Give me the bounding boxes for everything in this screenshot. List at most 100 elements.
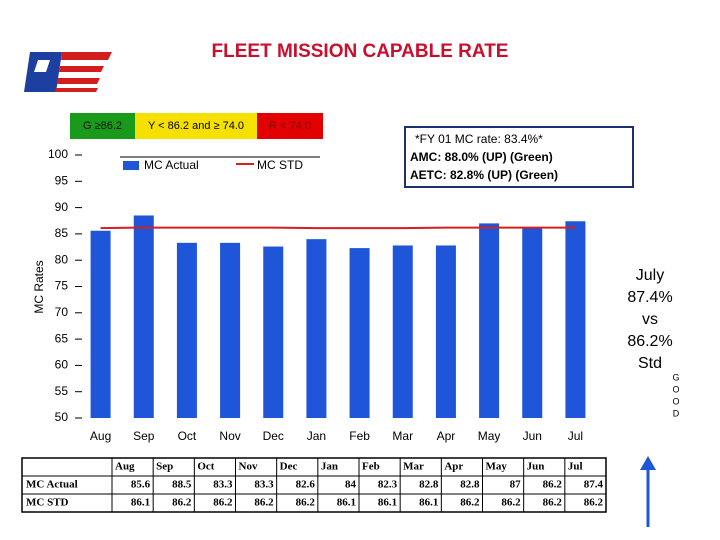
- y-tick-label: 50: [55, 410, 69, 424]
- status-band-label: R < 74.0: [269, 120, 311, 132]
- y-tick-label: 60: [55, 358, 69, 372]
- y-tick-label: 70: [55, 305, 69, 319]
- callout-line: July: [636, 267, 664, 284]
- table-header: Feb: [362, 461, 380, 473]
- y-tick-label: 90: [55, 200, 69, 214]
- table-header: Jun: [527, 461, 545, 473]
- x-tick-label: May: [478, 429, 501, 443]
- y-tick-label: 85: [55, 226, 69, 240]
- x-tick-label: Jul: [568, 429, 583, 443]
- table-cell: 86.1: [419, 497, 438, 509]
- good-arrowhead: [640, 456, 656, 470]
- x-tick-label: Oct: [178, 429, 197, 443]
- table-cell: 83.3: [213, 479, 233, 491]
- y-tick-label: 55: [55, 384, 69, 398]
- table-cell: 82.8: [460, 479, 480, 491]
- logo: [24, 52, 112, 92]
- y-tick-label: 80: [55, 252, 69, 266]
- table-cell: 83.3: [254, 479, 274, 491]
- table-cell: 84: [345, 479, 357, 491]
- bar: [435, 245, 456, 418]
- bar: [479, 223, 500, 418]
- x-tick-label: Feb: [349, 429, 370, 443]
- table-cell: 86.2: [296, 497, 316, 509]
- y-tick-label: 65: [55, 331, 69, 345]
- x-tick-label: Mar: [392, 429, 413, 443]
- good-letter: D: [673, 408, 680, 418]
- bar: [522, 227, 543, 418]
- table-cell: 86.2: [254, 497, 274, 509]
- std-line: [100, 226, 576, 230]
- bar: [349, 248, 370, 418]
- table-cell: 88.5: [172, 479, 192, 491]
- table-cell: 86.1: [131, 497, 150, 509]
- table-cell: 87.4: [584, 479, 604, 491]
- good-letter: O: [672, 384, 679, 394]
- table-cell: 86.1: [378, 497, 397, 509]
- callout-box: [608, 262, 688, 375]
- x-tick-label: Jan: [307, 429, 326, 443]
- status-band-label: Y < 86.2 and ≥ 74.0: [148, 120, 244, 132]
- bar: [90, 230, 111, 418]
- table-header: Jan: [321, 461, 338, 473]
- x-tick-label: Dec: [263, 429, 284, 443]
- table-header: Sep: [156, 461, 173, 473]
- chart-title: FLEET MISSION CAPABLE RATE: [212, 41, 509, 62]
- table-row-label: MC Actual: [26, 479, 78, 491]
- bar: [263, 246, 284, 418]
- bar: [220, 242, 241, 418]
- callout-line: 87.4%: [627, 289, 672, 306]
- table-header: Jul: [568, 461, 583, 473]
- table-header: Aug: [115, 461, 135, 473]
- table-header: Apr: [444, 461, 463, 473]
- note-line: AMC: 88.0% (UP) (Green): [410, 150, 553, 164]
- callout-line: vs: [642, 311, 658, 328]
- table-cell: 86.2: [543, 497, 563, 509]
- table-header: Nov: [239, 461, 258, 473]
- table-cell: 86.2: [543, 479, 563, 491]
- table-cell: 86.2: [501, 497, 521, 509]
- x-tick-label: Jun: [523, 429, 542, 443]
- x-tick-label: Aug: [90, 429, 111, 443]
- table-cell: 86.1: [337, 497, 356, 509]
- table-cell: 86.2: [213, 497, 233, 509]
- callout-line: 86.2%: [627, 333, 672, 350]
- table-cell: 85.6: [131, 479, 151, 491]
- table-cell: 82.8: [419, 479, 439, 491]
- good-letter: G: [672, 372, 679, 382]
- table-header: Dec: [280, 461, 298, 473]
- table-cell: 86.2: [584, 497, 604, 509]
- callout-line: Std: [638, 355, 662, 372]
- table-cell: 86.2: [460, 497, 480, 509]
- table-header: Oct: [197, 461, 214, 473]
- y-axis-label: MC Rates: [32, 260, 46, 313]
- table-header: Mar: [403, 461, 424, 473]
- y-tick-label: 95: [55, 173, 69, 187]
- table-row-label: MC STD: [26, 497, 69, 509]
- status-band: [257, 113, 323, 139]
- status-band: [135, 113, 257, 139]
- bar: [176, 242, 197, 418]
- table-cell: 86.2: [172, 497, 192, 509]
- bar: [133, 215, 154, 418]
- table-cell: 87: [510, 479, 522, 491]
- note-line: *FY 01 MC rate: 83.4%*: [415, 132, 543, 146]
- bar: [392, 245, 413, 418]
- table-cell: 82.6: [296, 479, 316, 491]
- table-cell: 82.3: [378, 479, 398, 491]
- note-line: AETC: 82.8% (UP) (Green): [410, 168, 558, 182]
- bar: [306, 239, 327, 418]
- legend-label: MC STD: [257, 158, 303, 172]
- legend-label: MC Actual: [144, 158, 199, 172]
- x-tick-label: Sep: [133, 429, 155, 443]
- status-band: [70, 113, 135, 139]
- y-tick-label: 75: [55, 279, 69, 293]
- y-tick-label: 100: [48, 147, 68, 161]
- x-tick-label: Nov: [219, 429, 240, 443]
- legend-swatch: [123, 161, 139, 170]
- bar: [565, 221, 586, 418]
- status-band-label: G ≥86.2: [83, 120, 122, 132]
- good-letter: O: [672, 396, 679, 406]
- x-tick-label: Apr: [437, 429, 456, 443]
